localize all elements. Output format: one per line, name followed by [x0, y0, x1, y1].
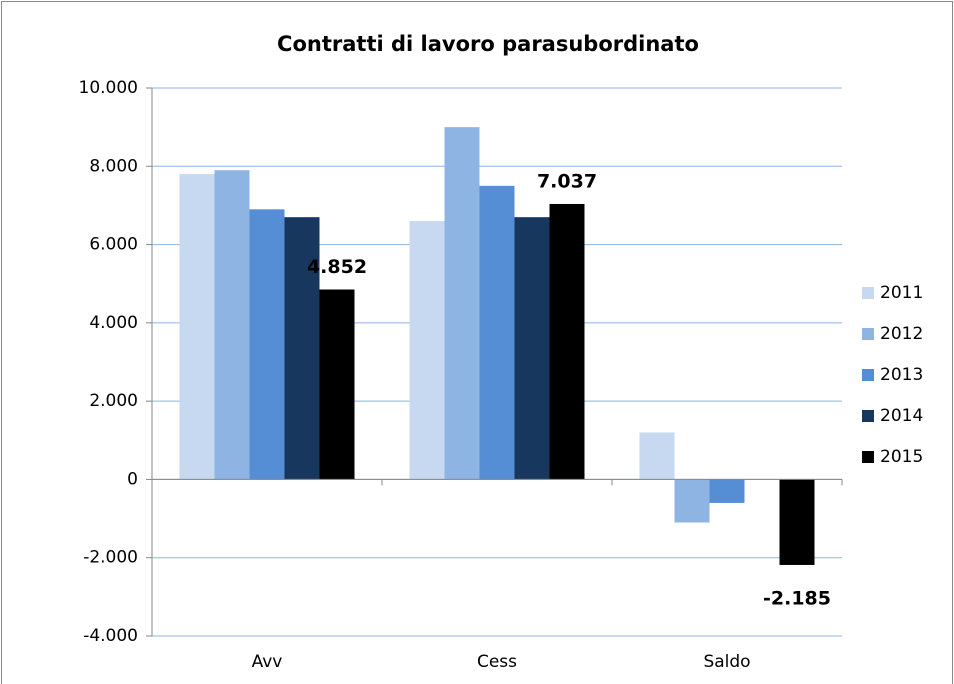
y-tick-label: 4.000	[89, 313, 138, 333]
legend-label: 2014	[880, 406, 923, 426]
bar	[444, 127, 480, 480]
y-tick-label: 8.000	[89, 156, 138, 176]
bar	[319, 289, 355, 480]
legend-label: 2011	[880, 283, 923, 303]
bar	[709, 479, 745, 503]
legend-label: 2013	[880, 365, 923, 385]
y-tick-label: 10.000	[79, 78, 138, 98]
legend-swatch	[862, 451, 874, 463]
bar	[479, 185, 515, 480]
y-tick-label: -4.000	[83, 626, 138, 646]
bar	[284, 217, 320, 480]
bar	[214, 170, 250, 480]
bar	[639, 432, 675, 480]
legend-swatch	[862, 328, 874, 340]
x-tick-label: Avv	[252, 652, 283, 672]
legend-swatch	[862, 287, 874, 299]
value-label: -2.185	[763, 587, 831, 609]
x-tick-label: Cess	[477, 652, 517, 672]
y-tick-label: 0	[127, 469, 138, 489]
bar	[779, 479, 815, 565]
y-tick-label: 6.000	[89, 235, 138, 255]
legend-label: 2015	[880, 447, 923, 467]
bar	[179, 174, 215, 480]
bar	[249, 209, 285, 480]
bar	[549, 203, 585, 480]
x-tick-label: Saldo	[703, 652, 750, 672]
bar	[409, 221, 445, 480]
y-tick-label: -2.000	[83, 548, 138, 568]
value-label: 7.037	[537, 170, 597, 192]
legend-swatch	[862, 410, 874, 422]
legend-swatch	[862, 369, 874, 381]
y-tick-label: 2.000	[89, 391, 138, 411]
chart-title: Contratti di lavoro parasubordinato	[277, 32, 699, 56]
bar	[514, 217, 550, 480]
legend-label: 2012	[880, 324, 923, 344]
value-label: 4.852	[307, 256, 367, 278]
bar	[674, 479, 710, 523]
